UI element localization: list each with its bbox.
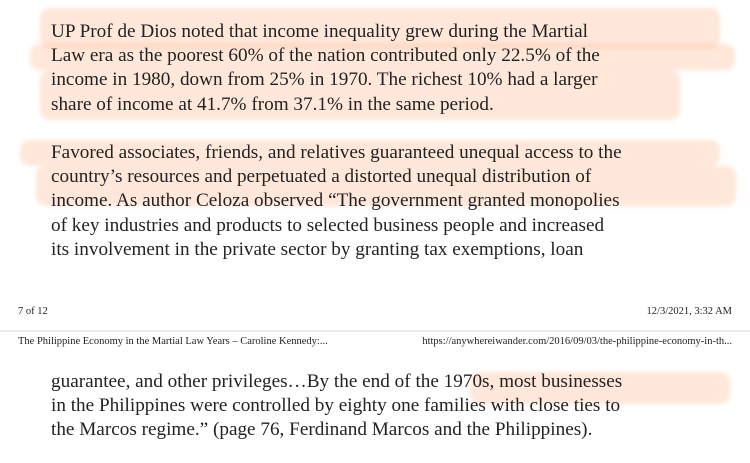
text-line: its involvement in the private sector by… [51, 238, 584, 260]
page-header-title: The Philippine Economy in the Martial La… [18, 336, 328, 347]
text-line: guarantee, and other privileges…By the e… [51, 371, 623, 392]
text-line: of key industries and products to select… [51, 214, 605, 236]
text-line: income in 1980, down from 25% in 1970. T… [51, 69, 598, 91]
text-line: share of income at 41.7% from 37.1% in t… [51, 93, 494, 115]
paragraph-income-inequality: UP Prof de Dios noted that income inequa… [51, 20, 741, 117]
document-page-top: UP Prof de Dios noted that income inequa… [0, 0, 750, 330]
text-line: Favored associates, friends, and relativ… [51, 142, 622, 163]
text-line: the Marcos regime.” (page 76, Ferdinand … [51, 419, 593, 441]
document-page-bottom: The Philippine Economy in the Martial La… [0, 332, 750, 463]
text-line: in the Philippines were controlled by ei… [51, 395, 621, 417]
page-header-url: https://anywhereiwander.com/2016/09/03/t… [422, 336, 732, 347]
text-line: country’s resources and perpetuated a di… [51, 166, 592, 188]
paragraph-favored-associates: Favored associates, friends, and relativ… [51, 141, 741, 262]
print-timestamp: 12/3/2021, 3:32 AM [646, 306, 732, 317]
paragraph-businesses-controlled: guarantee, and other privileges…By the e… [51, 370, 741, 443]
text-line: Law era as the poorest 60% of the nation… [51, 45, 600, 67]
text-line: income. As author Celoza observed “The g… [51, 190, 620, 212]
page-number: 7 of 12 [18, 306, 48, 317]
text-line: UP Prof de Dios noted that income inequa… [51, 21, 588, 42]
